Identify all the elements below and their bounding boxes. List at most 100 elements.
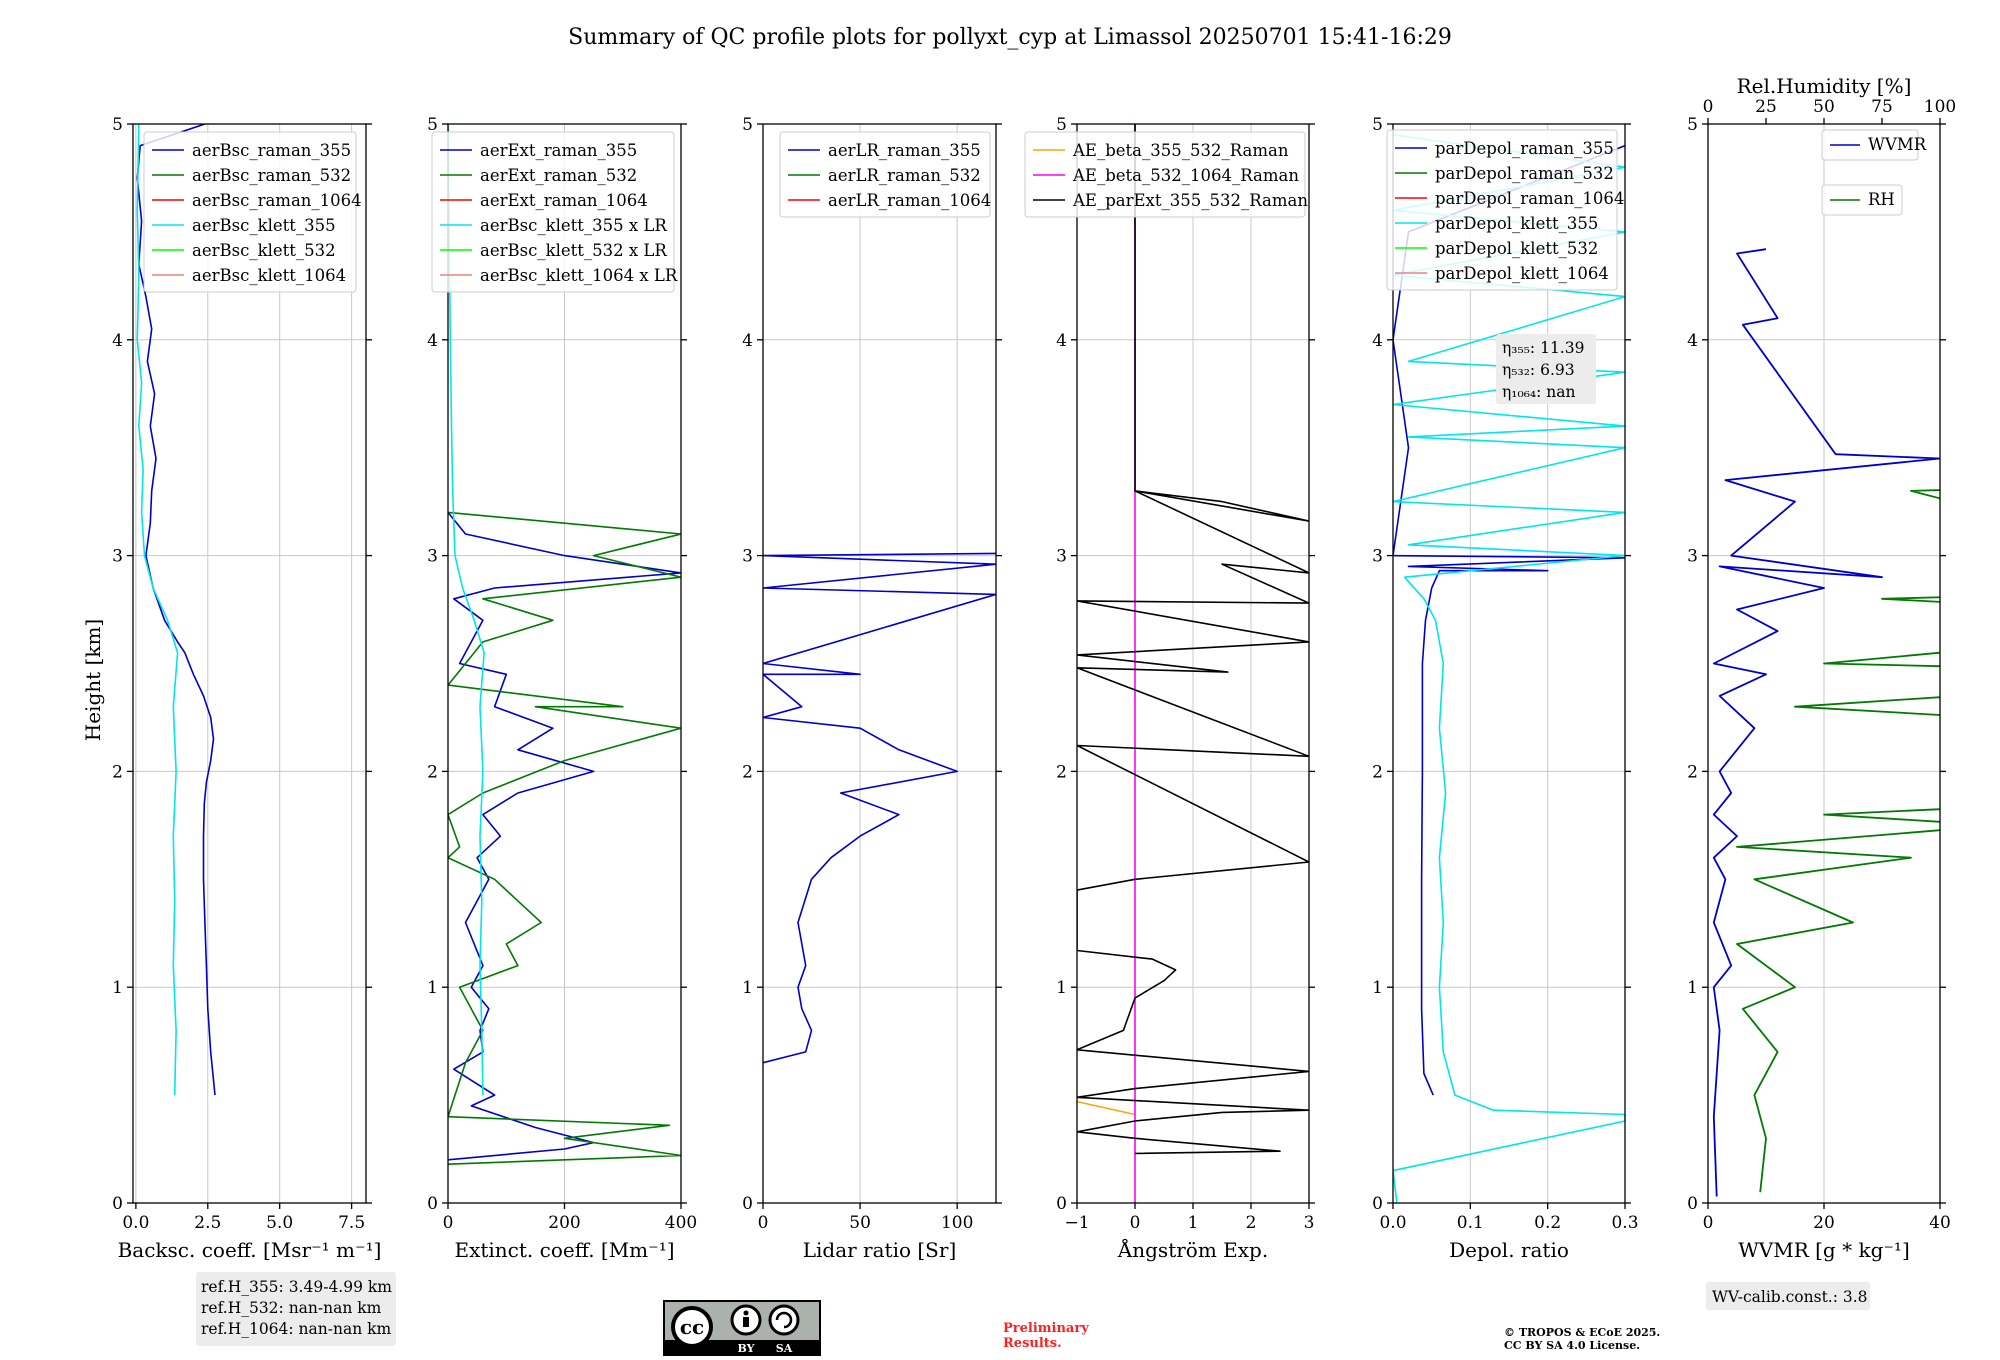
legend-label: RH [1868, 190, 1895, 209]
panel-depol: 0.0 0.1 0.2 0.3 0 1 2 3 4 5 Depol. ratio parDepol_r… [1372, 115, 1638, 1262]
x-tick-label: 0.0 [122, 1213, 149, 1233]
top-x-tick-label: 100 [1924, 97, 1956, 117]
annotation-box [1496, 334, 1596, 404]
x-tick-label: 50 [849, 1213, 871, 1233]
legend-label: aerBsc_raman_355 [192, 141, 351, 160]
axes-frame [132, 123, 367, 1204]
legend-label: aerBsc_raman_1064 [192, 191, 362, 210]
y-tick-label: 1 [1687, 978, 1698, 998]
x-tick-label: 40 [1929, 1213, 1951, 1233]
panels: 0.0 2.5 5.0 7.5 0 1 2 3 4 5 Backsc. coeff. [Msr⁻¹ … [112, 74, 1956, 1310]
series-line-aerExt_raman_532 [448, 511, 681, 1165]
y-tick-label: 2 [742, 762, 753, 782]
legend-box [431, 131, 675, 293]
legend-label: aerBsc_klett_355 x LR [480, 216, 667, 235]
series-group [1393, 134, 1625, 1203]
annotation-box [1706, 1282, 1870, 1310]
series-group [763, 552, 996, 1064]
legend-label: aerBsc_klett_532 x LR [480, 241, 667, 260]
ref-height-532: ref.H_532: nan-nan km [201, 1299, 382, 1317]
x-axis-label: Backsc. coeff. [Msr⁻¹ m⁻¹] [118, 1238, 382, 1262]
x-tick-label: 0.0 [1379, 1213, 1406, 1233]
top-x-tick-label: 50 [1813, 97, 1835, 117]
y-tick-label: 5 [742, 115, 753, 135]
legend-label: AE_beta_532_1064_Raman [1072, 166, 1299, 185]
x-axis-label: WVMR [g * kg⁻¹] [1738, 1238, 1910, 1262]
legend: AE_beta_355_532_Raman AE_beta_532_1064_Ra… [1024, 131, 1308, 218]
x-tick-label: 0.3 [1611, 1213, 1638, 1233]
series-line-parDepol_klett_355 [1393, 134, 1625, 1203]
legend: aerExt_raman_355 aerExt_raman_532 aerExt_r… [431, 131, 678, 293]
panel-wv: 0 20 40 0 1 2 3 4 5 WVMR [g * kg⁻¹] 0 25 50 75 100 Rel.… [1687, 74, 1956, 1310]
legend-label: parDepol_raman_532 [1435, 164, 1614, 183]
x-tick-label: 200 [548, 1213, 580, 1233]
x-axis-label: Extinct. coeff. [Mm⁻¹] [454, 1238, 674, 1262]
legend-box [143, 131, 357, 293]
x-tick-label: 1 [1188, 1213, 1199, 1233]
y-tick-label: 0 [1372, 1194, 1383, 1214]
axes-frame [1392, 123, 1626, 1204]
top-x-tick-label: 25 [1755, 97, 1777, 117]
x-tick-label: 400 [665, 1213, 697, 1233]
y-tick-label: 0 [427, 1194, 438, 1214]
series-group [1712, 248, 1940, 1197]
series-line-AE_beta_355_532_Raman [1077, 1100, 1136, 1116]
ref-height-1064: ref.H_1064: nan-nan km [201, 1320, 392, 1338]
share-alike-icon [768, 1304, 800, 1336]
legend-box [779, 131, 991, 218]
series-line-aerBsc_klett_355 [136, 124, 179, 1096]
series-line-aerLR_raman_355 [763, 552, 996, 1064]
y-tick-label: 4 [1687, 331, 1698, 351]
x-tick-label: 0 [443, 1213, 454, 1233]
y-tick-label: 4 [112, 331, 123, 351]
y-tick-label: 3 [1056, 547, 1067, 567]
y-tick-label: 2 [427, 762, 438, 782]
y-tick-label: 1 [1372, 978, 1383, 998]
y-tick-label: 5 [1056, 115, 1067, 135]
legend-label: aerBsc_klett_532 [192, 241, 336, 260]
legend-label: aerLR_raman_532 [828, 166, 981, 185]
x-tick-label: 2.5 [194, 1213, 221, 1233]
cc-icon [671, 1306, 713, 1348]
top-x-tick-label: 0 [1703, 97, 1714, 117]
y-tick-label: 0 [742, 1194, 753, 1214]
x-tick-label: 20 [1813, 1213, 1835, 1233]
panel-lr: 0 50 100 0 1 2 3 4 5 Lidar ratio [Sr] aerLR_raman_… [742, 115, 1002, 1262]
y-tick-label: 1 [427, 978, 438, 998]
y-tick-label: 0 [1687, 1194, 1698, 1214]
x-axis-label: Depol. ratio [1449, 1238, 1569, 1262]
y-tick-label: 1 [742, 978, 753, 998]
x-tick-label: 0.2 [1534, 1213, 1561, 1233]
wv-calibration-constant: WV-calib.const.: 3.8 [1712, 1288, 1868, 1306]
legend-label: AE_beta_355_532_Raman [1072, 141, 1289, 160]
y-tick-label: 4 [1372, 331, 1383, 351]
y-tick-label: 3 [1372, 547, 1383, 567]
legend-label: aerLR_raman_355 [828, 141, 981, 160]
y-tick-label: 4 [742, 331, 753, 351]
legend-RH: RH [1821, 184, 1903, 216]
copyright-line-2: CC BY SA 4.0 License. [1504, 1339, 1640, 1352]
copyright-line-1: © TROPOS & ECoE 2025. [1504, 1326, 1660, 1339]
x-tick-label: 2 [1246, 1213, 1257, 1233]
axes-frame [762, 123, 997, 1204]
legend-box [1821, 184, 1903, 216]
legend-box [1386, 129, 1618, 291]
series-line-parDepol_raman_355 [1393, 144, 1625, 1096]
y-tick-label: 1 [1056, 978, 1067, 998]
x-tick-label: 0 [1130, 1213, 1141, 1233]
legend-label: AE_parExt_355_532_Raman [1072, 191, 1308, 210]
legend-label: parDepol_klett_355 [1435, 214, 1598, 233]
y-tick-label: 4 [1056, 331, 1067, 351]
x-tick-label: 7.5 [338, 1213, 365, 1233]
legend: aerLR_raman_355 aerLR_raman_532 aerLR_rama… [779, 131, 991, 218]
legend-label: aerLR_raman_1064 [828, 191, 991, 210]
y-tick-label: 4 [427, 331, 438, 351]
x-axis-label: Ångström Exp. [1117, 1237, 1268, 1262]
legend-label: aerBsc_raman_532 [192, 166, 351, 185]
y-tick-label: 5 [1372, 115, 1383, 135]
series-line-aerExt_raman_355 [448, 511, 681, 1161]
x-tick-label: −1 [1064, 1213, 1089, 1233]
legend-label: aerBsc_klett_1064 x LR [480, 266, 678, 285]
cc-license-badge: cc BY SA [663, 1300, 821, 1356]
